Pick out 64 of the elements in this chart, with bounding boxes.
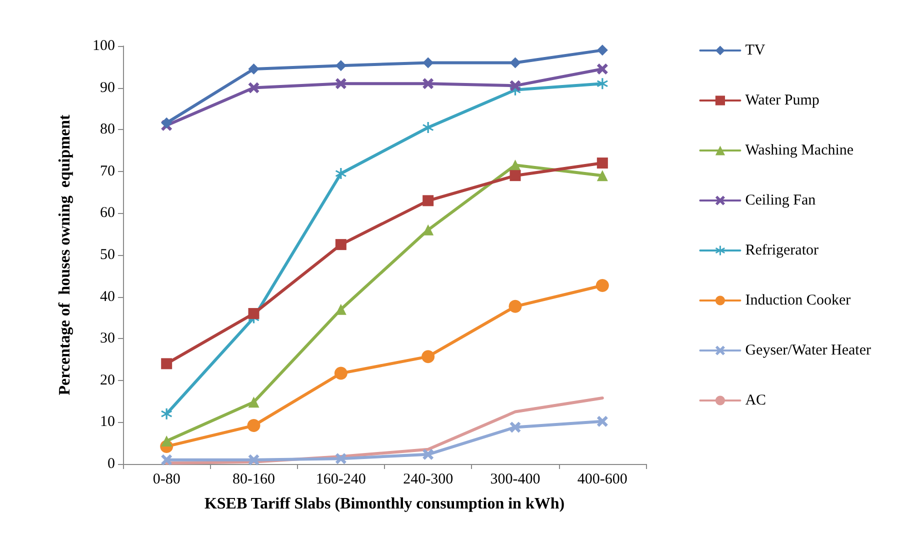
point <box>596 416 608 427</box>
point <box>335 168 346 179</box>
x-tick-label: 160-240 <box>316 472 366 488</box>
point <box>510 80 521 92</box>
point <box>596 279 609 292</box>
y-tick-label: 100 <box>92 38 115 54</box>
point <box>508 300 522 313</box>
point <box>422 350 435 364</box>
x-tick-label: 80-160 <box>232 472 275 488</box>
legend-label: Refrigerator <box>745 242 818 258</box>
x-tick-label: 240-300 <box>403 472 454 488</box>
point <box>334 366 348 380</box>
y-tick-label: 10 <box>100 414 115 430</box>
legend-label: Washing Machine <box>745 142 854 158</box>
point <box>247 419 260 432</box>
point <box>161 436 172 447</box>
point <box>596 158 608 169</box>
point <box>248 63 260 74</box>
point <box>161 117 172 128</box>
y-tick-label: 20 <box>100 372 115 388</box>
point <box>596 44 608 56</box>
y-tick-label: 80 <box>100 122 115 138</box>
point <box>422 122 434 134</box>
point <box>248 308 260 320</box>
legend-label: Induction Cooker <box>745 292 851 308</box>
point <box>248 454 260 466</box>
legend-label: TV <box>745 42 766 58</box>
point <box>248 82 260 94</box>
y-tick-label: 50 <box>100 247 115 263</box>
point <box>422 195 434 206</box>
y-tick-label: 0 <box>108 456 115 472</box>
y-axis-title: Percentage of houses owning equipment <box>56 114 74 396</box>
point <box>422 78 434 90</box>
y-tick-label: 90 <box>100 80 115 96</box>
point <box>161 408 172 420</box>
point <box>596 78 608 90</box>
point <box>596 63 608 74</box>
y-tick-label: 60 <box>100 205 115 222</box>
point <box>335 453 346 464</box>
point <box>161 358 172 370</box>
point <box>510 160 521 171</box>
legend-label: AC <box>745 392 766 408</box>
point <box>161 454 172 466</box>
point <box>422 448 434 460</box>
legend-label: Ceiling Fan <box>745 192 816 208</box>
point <box>422 224 434 236</box>
point <box>335 239 346 250</box>
x-tick-label: 400-600 <box>577 472 628 488</box>
y-tick-label: 40 <box>100 288 115 305</box>
point <box>510 170 521 182</box>
legend-label: Geyser/Water Heater <box>745 342 872 358</box>
x-tick-label: 300-400 <box>490 472 540 488</box>
point <box>510 57 521 68</box>
point <box>335 60 346 72</box>
point <box>510 422 521 433</box>
point <box>335 78 346 90</box>
x-axis-title: KSEB Tariff Slabs (Bimonthly consumption in kWh) <box>204 496 565 512</box>
point <box>596 170 608 182</box>
y-tick-label: 70 <box>100 163 115 180</box>
x-tick-label: 0-80 <box>152 472 180 488</box>
legend-label: Water Pump <box>745 92 820 108</box>
point <box>248 396 260 408</box>
y-tick-label: 30 <box>100 330 115 347</box>
point <box>422 57 434 68</box>
